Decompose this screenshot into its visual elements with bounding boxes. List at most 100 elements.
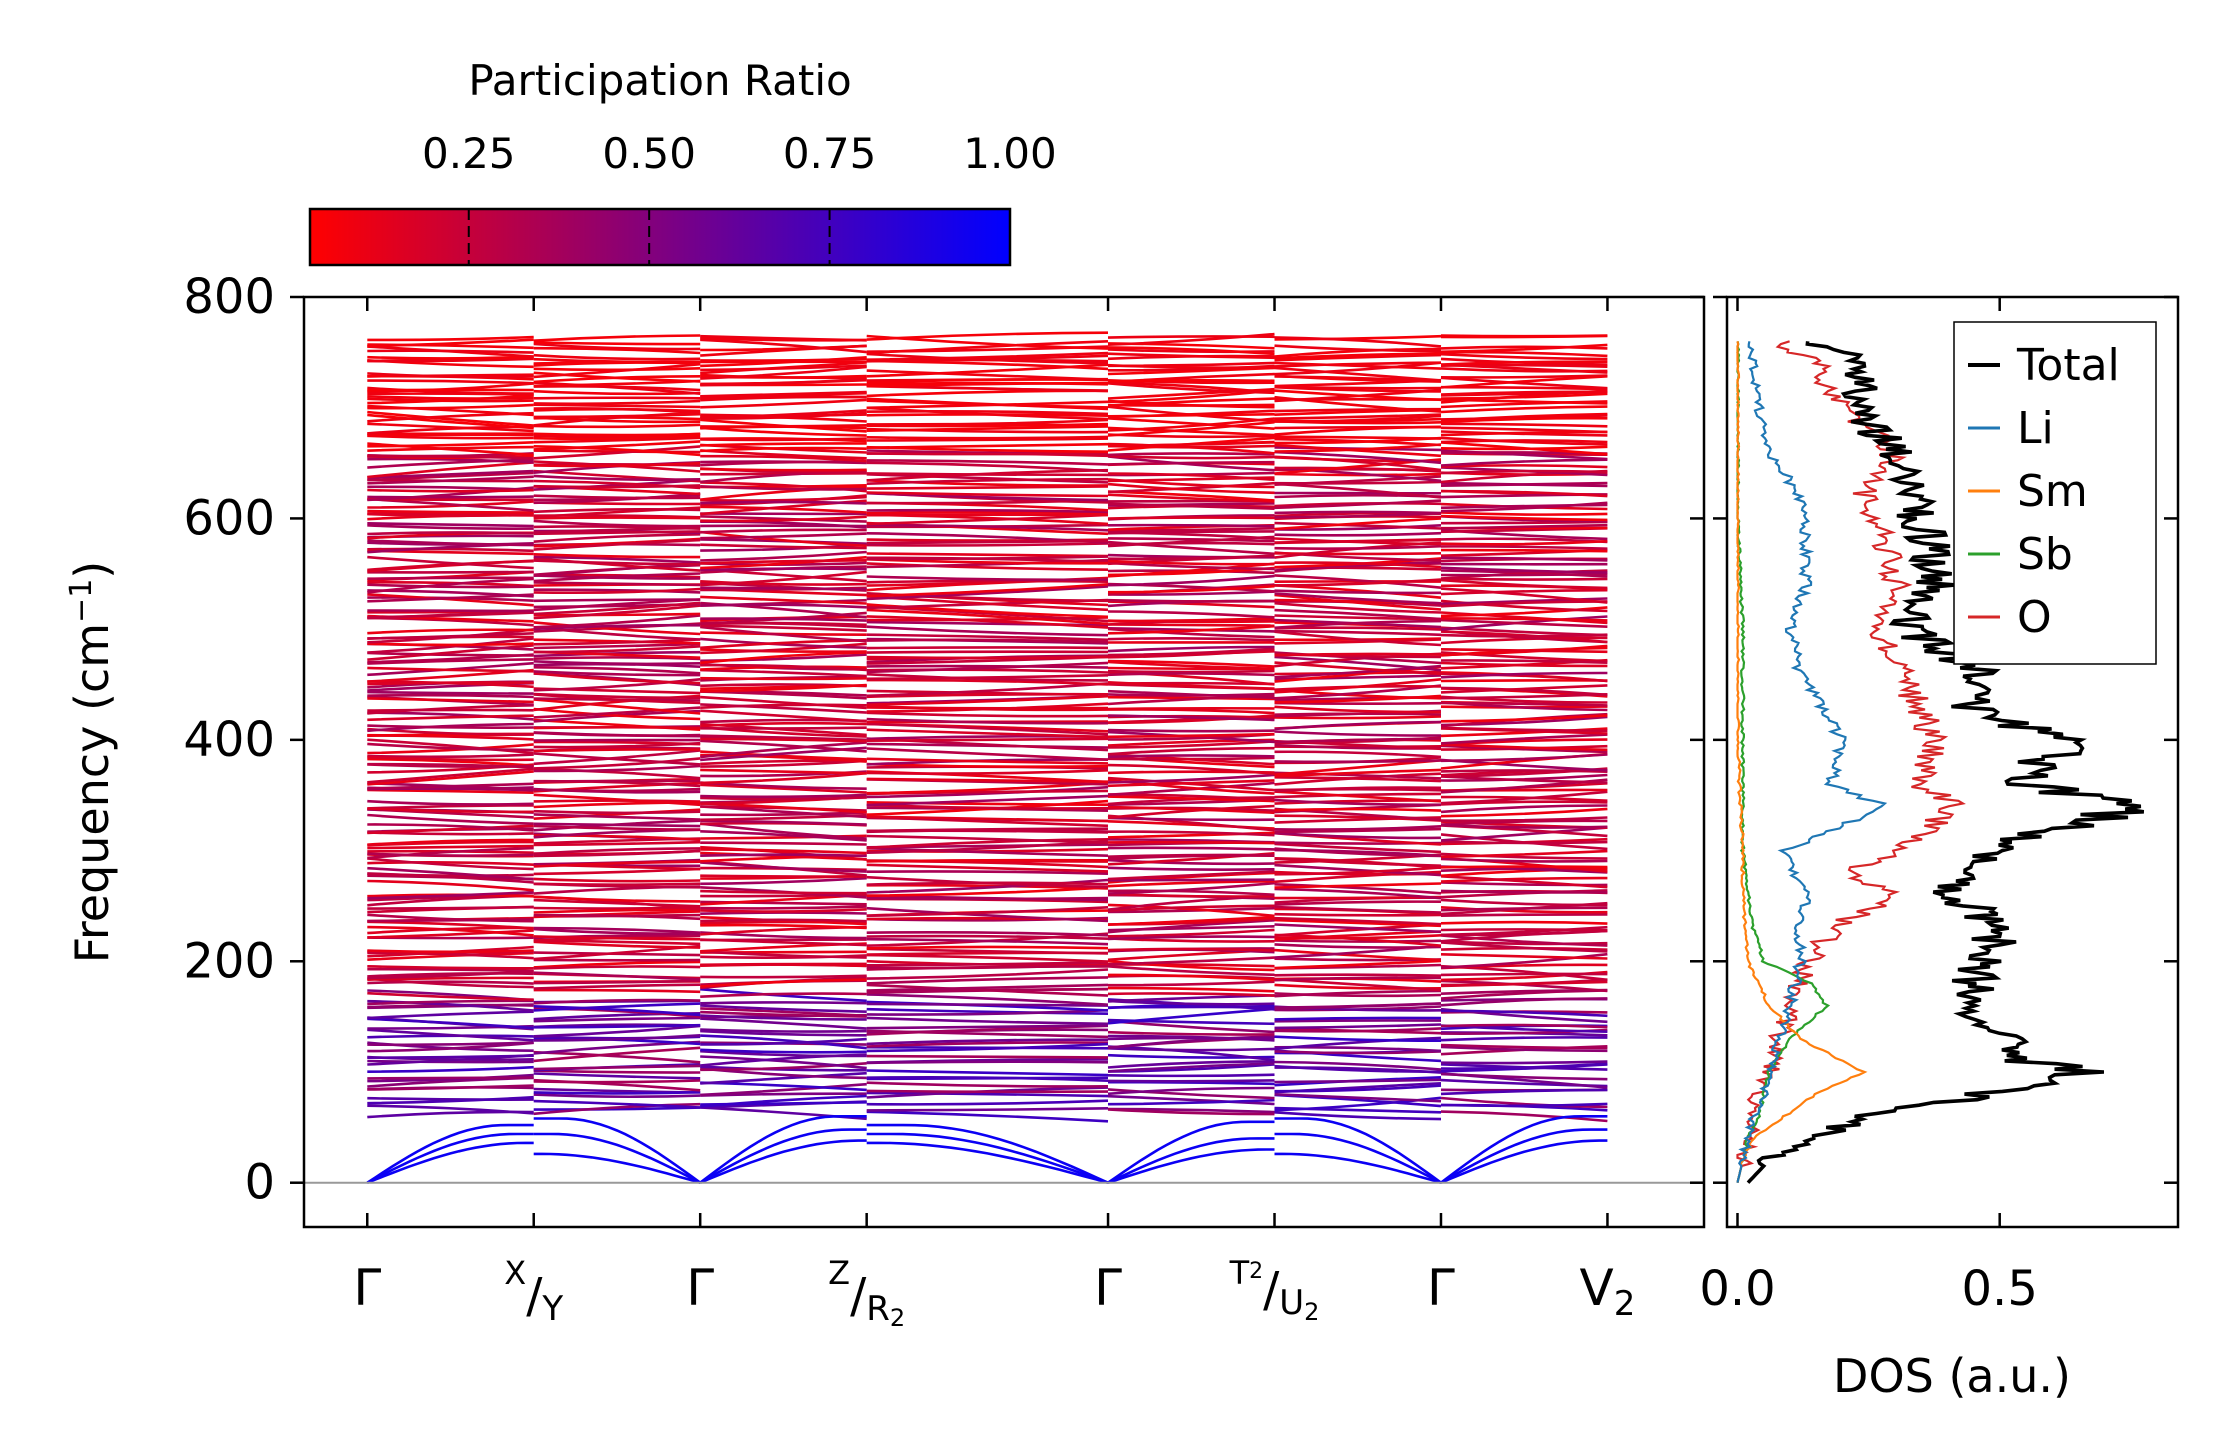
optical-band-line [1440, 617, 1608, 622]
acoustic-band-line [533, 1132, 701, 1184]
optical-band-line [367, 576, 534, 580]
optical-band-line [700, 555, 867, 570]
dos-line-o [1736, 340, 1966, 1183]
optical-band-line [367, 413, 534, 430]
optical-band-line [1107, 889, 1275, 897]
optical-band-line [533, 748, 701, 753]
optical-band-line [700, 603, 867, 609]
optical-band-line [533, 692, 701, 700]
optical-band-line [700, 1065, 867, 1072]
optical-band-line [367, 840, 534, 847]
optical-band-line [1440, 352, 1608, 361]
optical-band-line [367, 991, 534, 1001]
optical-band-line [700, 874, 867, 878]
optical-band-line [1107, 754, 1275, 759]
optical-band-line [1274, 772, 1442, 786]
optical-band-line [367, 495, 534, 499]
optical-band-line [533, 1034, 701, 1042]
optical-band-line [866, 409, 1109, 416]
optical-band-line [1440, 464, 1608, 469]
optical-band-line [700, 586, 867, 591]
optical-band-line [533, 360, 701, 366]
optical-band-line [367, 485, 534, 492]
optical-band-line [1107, 378, 1275, 383]
optical-band-line [866, 829, 1109, 834]
optical-band-line [1440, 693, 1608, 700]
optical-band-line [367, 755, 534, 762]
optical-band-line [1107, 332, 1275, 346]
acoustic-band-line [1107, 1137, 1275, 1184]
optical-band-line [700, 793, 867, 799]
optical-band-line [866, 461, 1109, 473]
optical-band-line [367, 770, 534, 786]
optical-band-line [700, 1034, 867, 1050]
optical-band-line [533, 553, 701, 559]
optical-band-line [1274, 413, 1442, 420]
optical-band-line [1107, 352, 1275, 360]
optical-band-line [1274, 973, 1442, 977]
optical-band-line [700, 923, 867, 930]
optical-band-line [367, 722, 534, 733]
acoustic-band-line [533, 1117, 701, 1184]
optical-band-line [700, 978, 867, 988]
optical-band-line [1107, 881, 1275, 895]
optical-band-line [866, 993, 1109, 1006]
optical-band-line [1107, 714, 1275, 725]
optical-band-line [1107, 965, 1275, 977]
acoustic-band-line [866, 1141, 1109, 1184]
optical-band-line [1274, 375, 1442, 383]
optical-band-line [700, 1001, 867, 1005]
optical-band-line [533, 341, 701, 346]
optical-band-line [367, 1076, 534, 1080]
optical-band-line [866, 702, 1109, 713]
optical-band-line [866, 834, 1109, 845]
optical-band-line [700, 783, 867, 794]
optical-band-line [700, 1049, 867, 1058]
optical-band-line [1274, 827, 1442, 834]
optical-band-line [1107, 672, 1275, 677]
dos-panel: 0.0 0.5 DOS (a.u.) Total Li Sm Sb O [1699, 295, 2180, 1403]
optical-band-line [1274, 705, 1442, 714]
optical-band-line [1107, 413, 1275, 418]
optical-band-line [367, 395, 534, 400]
optical-band-line [367, 857, 534, 871]
optical-band-line [866, 1016, 1109, 1026]
optical-band-line [1274, 1016, 1442, 1021]
optical-band-line [1107, 624, 1275, 635]
optical-band-line [367, 949, 534, 954]
optical-band-line [700, 651, 867, 665]
optical-band-line [1274, 959, 1442, 970]
optical-band-line [1107, 647, 1275, 657]
optical-band-line [1274, 715, 1442, 720]
optical-band-line [1107, 779, 1275, 788]
acoustic-band-line [366, 1123, 534, 1184]
optical-band-line [1440, 941, 1608, 953]
optical-band-line [866, 961, 1109, 967]
optical-band-line [866, 542, 1109, 547]
optical-band-line [1274, 336, 1442, 348]
colorbar-tick-label: 0.50 [602, 129, 696, 178]
optical-band-line [1107, 773, 1275, 784]
optical-band-line [1274, 943, 1442, 949]
optical-band-line [700, 830, 867, 842]
optical-band-line [533, 1093, 701, 1099]
optical-band-line [1440, 1060, 1608, 1065]
optical-band-line [1107, 1094, 1275, 1106]
optical-band-line [866, 906, 1109, 917]
kpath-label: Γ [1094, 1259, 1122, 1317]
optical-band-line [367, 644, 534, 661]
optical-band-line [1274, 443, 1442, 453]
optical-band-line [866, 406, 1109, 421]
legend-label: Total [2016, 340, 2120, 391]
colorbar-tick-label: 0.75 [783, 129, 877, 178]
optical-band-line [700, 905, 867, 910]
optical-band-line [533, 988, 701, 994]
optical-band-line [1107, 906, 1275, 914]
optical-band-line [533, 927, 701, 935]
optical-band-line [1440, 972, 1608, 977]
optical-band-line [1274, 1035, 1442, 1042]
optical-band-line [866, 906, 1109, 923]
optical-band-line [1274, 361, 1442, 368]
optical-band-line [700, 726, 867, 730]
y-tick-label: 0 [244, 1155, 275, 1211]
